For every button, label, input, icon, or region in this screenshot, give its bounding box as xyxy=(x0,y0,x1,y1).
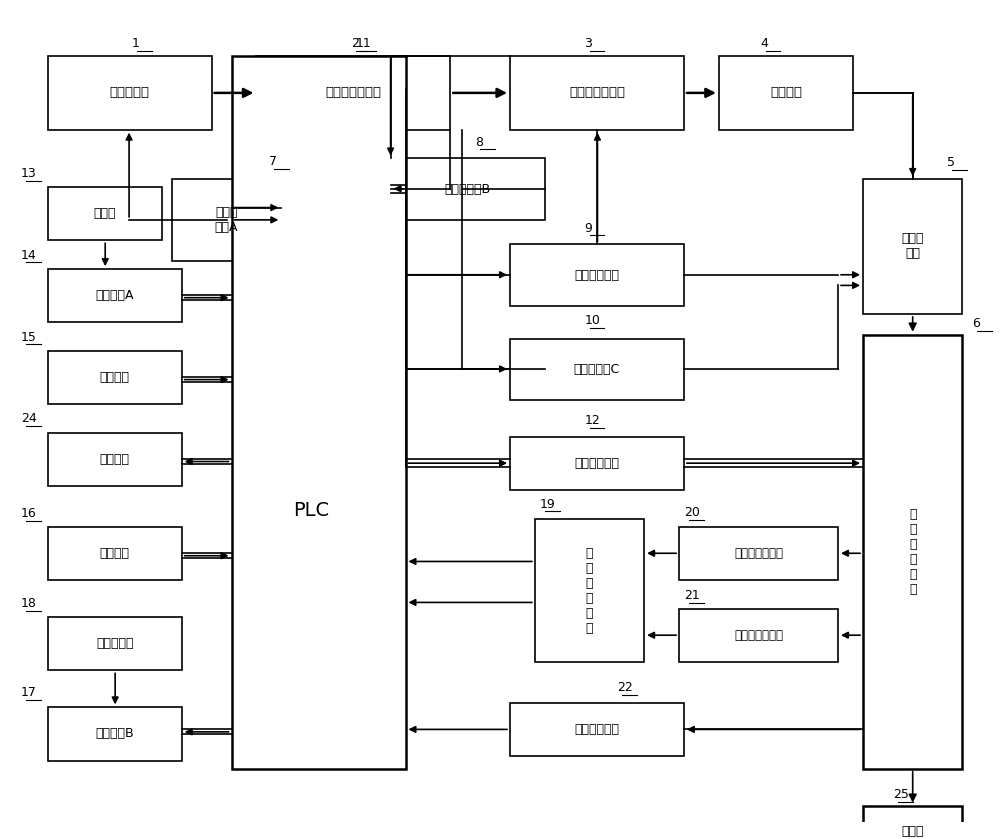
Text: 接地柜: 接地柜 xyxy=(901,826,924,838)
Bar xyxy=(535,519,644,662)
Text: 21: 21 xyxy=(684,590,700,602)
Text: 电磁继电器B: 电磁继电器B xyxy=(445,183,491,195)
Bar xyxy=(48,269,182,322)
Text: 10: 10 xyxy=(585,314,600,327)
Bar xyxy=(172,179,281,261)
Bar xyxy=(510,339,684,400)
Text: 控制面板: 控制面板 xyxy=(100,547,130,560)
Bar xyxy=(48,618,182,670)
Bar xyxy=(232,56,406,769)
Text: 7: 7 xyxy=(269,155,277,169)
Bar xyxy=(48,187,162,240)
Text: 13: 13 xyxy=(21,167,36,180)
Bar xyxy=(679,609,838,662)
Bar xyxy=(863,179,962,314)
Text: 22: 22 xyxy=(617,681,633,694)
Text: 6: 6 xyxy=(972,317,980,331)
Text: 信
号
处
理
模
块: 信 号 处 理 模 块 xyxy=(586,546,593,634)
Text: PLC: PLC xyxy=(293,501,329,520)
Text: 24: 24 xyxy=(21,413,36,425)
Text: 14: 14 xyxy=(21,248,36,262)
Text: 控制接触器组: 控制接触器组 xyxy=(574,268,619,282)
Text: 电压互感器模块: 电压互感器模块 xyxy=(734,547,783,560)
Text: 显示单元: 显示单元 xyxy=(100,453,130,466)
Bar xyxy=(510,56,684,130)
Text: 5: 5 xyxy=(948,156,956,169)
Text: 飞弧检测电路: 飞弧检测电路 xyxy=(574,723,619,737)
Text: 盘式电机机构: 盘式电机机构 xyxy=(574,457,619,470)
Text: 15: 15 xyxy=(21,331,37,343)
Text: 9: 9 xyxy=(585,221,592,235)
Bar xyxy=(48,707,182,760)
Bar xyxy=(391,159,545,220)
Text: 高压断路器: 高压断路器 xyxy=(110,86,150,99)
Text: 低压负载控制柜: 低压负载控制柜 xyxy=(569,86,625,99)
Text: 电流互感器模块: 电流互感器模块 xyxy=(734,629,783,642)
Text: 20: 20 xyxy=(684,506,700,519)
Bar xyxy=(256,56,450,130)
Text: 控制开
关柜: 控制开 关柜 xyxy=(901,232,924,260)
Text: 19: 19 xyxy=(540,498,556,511)
Bar xyxy=(48,56,212,130)
Text: 4: 4 xyxy=(761,37,768,50)
Bar xyxy=(510,703,684,757)
Text: 分断调压变压器: 分断调压变压器 xyxy=(325,86,381,99)
Bar xyxy=(510,437,684,490)
Bar xyxy=(48,351,182,404)
Text: 电磁继
电器A: 电磁继 电器A xyxy=(215,206,238,234)
Bar xyxy=(719,56,853,130)
Text: 矿
山
隔
离
开
关: 矿 山 隔 离 开 关 xyxy=(909,508,916,596)
Bar xyxy=(863,335,962,769)
Text: 11: 11 xyxy=(356,37,372,50)
Text: 电磁继电器C: 电磁继电器C xyxy=(574,362,620,376)
Text: 触摸屏: 触摸屏 xyxy=(93,207,116,220)
Text: 1: 1 xyxy=(132,37,140,50)
Text: 12: 12 xyxy=(585,414,600,427)
Text: 电源模块: 电源模块 xyxy=(100,371,130,384)
Text: 通讯接口A: 通讯接口A xyxy=(95,289,134,302)
Bar xyxy=(48,433,182,486)
Text: 2: 2 xyxy=(351,37,359,50)
Bar xyxy=(48,527,182,581)
Bar xyxy=(679,527,838,581)
Text: 3: 3 xyxy=(585,37,592,50)
Bar xyxy=(863,805,962,839)
Text: 18: 18 xyxy=(21,597,37,610)
Text: 17: 17 xyxy=(21,686,37,699)
Bar xyxy=(510,244,684,306)
Text: 通讯接口B: 通讯接口B xyxy=(95,727,134,740)
Text: 负载阻抗: 负载阻抗 xyxy=(770,86,802,99)
Text: 25: 25 xyxy=(893,789,909,801)
Text: 16: 16 xyxy=(21,507,36,519)
Text: 8: 8 xyxy=(475,136,483,149)
Text: 中央计算机: 中央计算机 xyxy=(96,638,133,650)
